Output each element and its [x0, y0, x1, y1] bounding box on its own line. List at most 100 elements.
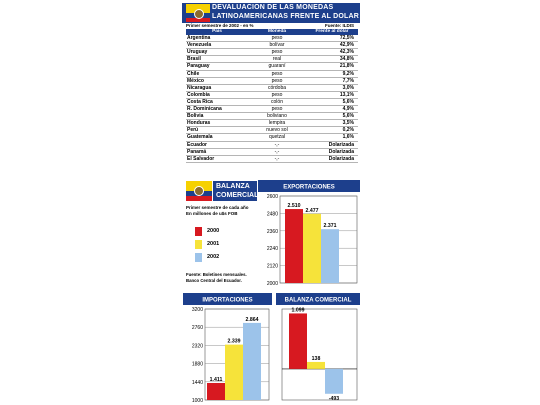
value-cell: 34,8% [306, 55, 358, 64]
legend-label-2000: 2000 [207, 228, 220, 234]
balanza-title-line-1: BALANZA [216, 183, 250, 190]
y-tick-label: 2360 [267, 229, 278, 235]
column-header-currency: Moneda [248, 29, 306, 36]
table-row: Brasil real 34,8% [186, 55, 358, 64]
data-label-2002: -493 [329, 396, 339, 402]
currency-cell: peso [248, 35, 306, 43]
currency-cell: -,- [248, 148, 306, 156]
exports-chart: EXPORTACIONES 2600 2480 2360 2240 2120 2000 2.5… [258, 180, 360, 287]
title-bar [182, 3, 360, 23]
chart-title-bar [183, 293, 272, 305]
table-row: Bolivia boliviano 5,6% [186, 112, 358, 121]
table-row: Argentina peso 72,5% [186, 35, 358, 43]
balanza-section-title: BALANZA COMERCIAL [213, 181, 259, 201]
table-row: Paraguay guaraní 21,8% [186, 62, 358, 71]
legend-item-2001: 2001 [195, 240, 245, 249]
country-cell: Argentina [186, 35, 248, 43]
table-row: R. Dominicana peso 4,9% [186, 105, 358, 114]
data-label-2000: 1.411 [210, 377, 223, 383]
value-cell: 21,8% [306, 62, 358, 71]
table-row: Venezuela bolívar 42,9% [186, 41, 358, 50]
data-label-2001: 138 [312, 356, 321, 362]
country-cell: Nicaragua [186, 84, 248, 92]
data-label-2001: 2.339 [228, 339, 241, 345]
currency-cell: peso [248, 77, 306, 85]
country-cell: Colombia [186, 91, 248, 99]
bar-2001 [307, 361, 325, 369]
legend-item-2002: 2002 [195, 253, 245, 262]
legend-label-2001: 2001 [207, 241, 220, 247]
title-line-2: LATINOAMERICANAS FRENTE AL DOLAR [212, 13, 360, 20]
devaluation-table: País Moneda Frente al dólar Argentina pes… [186, 29, 358, 163]
balanza-note-line-2: En millones de u$s FOB [186, 211, 238, 216]
currency-cell: colón [248, 98, 306, 107]
legend-swatch-2002 [195, 253, 202, 262]
country-cell: Panamá [186, 148, 248, 156]
table-source: Fuente: ILDIS [325, 23, 354, 28]
bar-2001 [303, 213, 321, 283]
legend-item-2000: 2000 [195, 227, 245, 236]
currency-cell: peso [248, 70, 306, 78]
legend-swatch-2001 [195, 240, 202, 249]
value-cell: 3,5% [306, 119, 358, 128]
value-cell: 9,2% [306, 70, 358, 78]
currency-cell: peso [248, 105, 306, 114]
column-header-country: País [186, 29, 248, 36]
value-cell: 42,9% [306, 41, 358, 50]
currency-cell: -,- [248, 141, 306, 149]
value-cell: 7,7% [306, 77, 358, 85]
y-tick-label: 2600 [267, 194, 278, 200]
value-cell: 5,6% [306, 112, 358, 121]
country-cell: Perú [186, 126, 248, 135]
currency-cell: bolívar [248, 41, 306, 50]
legend-swatch-2000 [195, 227, 202, 236]
value-cell: 42,3% [306, 48, 358, 57]
data-label-2002: 2.864 [246, 317, 259, 323]
currency-cell: boliviano [248, 112, 306, 121]
value-cell: Dolarizada [306, 155, 358, 163]
bar-2000 [207, 382, 225, 400]
chart-title-bar [276, 293, 360, 305]
imports-chart: IMPORTACIONES 3200 2760 2320 1880 1440 1000 1.4… [183, 293, 272, 404]
chart-title: IMPORTACIONES [202, 298, 252, 304]
bar-2001 [225, 344, 243, 400]
table-row: Perú nuevo sol 0,2% [186, 126, 358, 135]
trade-balance-chart: BALANZA COMERCIAL 1.099 138 -493 [276, 293, 360, 402]
value-cell: 0,2% [306, 126, 358, 135]
value-cell: 1,6% [306, 133, 358, 142]
country-cell: Guatemala [186, 133, 248, 142]
y-tick-label: 2320 [192, 343, 203, 349]
currency-cell: córdoba [248, 84, 306, 92]
value-cell: 13,1% [306, 91, 358, 99]
y-tick-label: 2480 [267, 211, 278, 217]
value-cell: 5,6% [306, 98, 358, 107]
ecuador-flag-icon [186, 4, 210, 22]
y-tick-label: 1880 [192, 362, 203, 368]
currency-cell: nuevo sol [248, 126, 306, 135]
currency-cell: peso [248, 91, 306, 99]
value-cell: 3,0% [306, 84, 358, 92]
currency-cell: real [248, 55, 306, 64]
country-cell: Uruguay [186, 48, 248, 57]
country-cell: Brasil [186, 55, 248, 64]
balanza-source: Fuente: Boletines mensuales. Banco Centr… [186, 272, 247, 284]
y-tick-label: 2240 [267, 246, 278, 252]
data-label-2001: 2.477 [306, 208, 319, 214]
value-cell: 72,5% [306, 35, 358, 43]
balanza-note: Primer semestre de cada año En millones … [186, 205, 249, 217]
data-label-2000: 1.099 [292, 307, 305, 313]
y-tick-label: 2000 [267, 281, 278, 287]
country-cell: Ecuador [186, 141, 248, 149]
table-row: Uruguay peso 42,3% [186, 48, 358, 57]
data-label-2000: 2.510 [288, 203, 301, 209]
currency-cell: quetzal [248, 133, 306, 142]
balanza-title-line-2: COMERCIAL [216, 192, 259, 199]
table-row: Honduras lempira 3,5% [186, 119, 358, 128]
country-cell: Paraguay [186, 62, 248, 71]
y-tick-label: 1440 [192, 380, 203, 386]
bar-2002 [325, 368, 343, 394]
table-row: Costa Rica colón 5,6% [186, 98, 358, 107]
data-label-2002: 2.371 [324, 223, 337, 229]
title-line-1: DEVALUACION DE LAS MONEDAS [212, 4, 334, 11]
chart-title: EXPORTACIONES [283, 185, 335, 191]
